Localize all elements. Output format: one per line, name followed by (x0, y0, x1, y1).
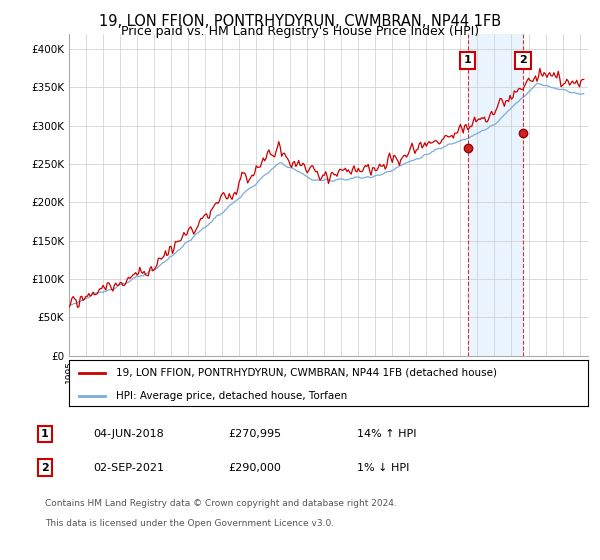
Text: HPI: Average price, detached house, Torfaen: HPI: Average price, detached house, Torf… (116, 391, 347, 401)
Text: 1% ↓ HPI: 1% ↓ HPI (357, 463, 409, 473)
Text: This data is licensed under the Open Government Licence v3.0.: This data is licensed under the Open Gov… (45, 519, 334, 528)
Text: Price paid vs. HM Land Registry's House Price Index (HPI): Price paid vs. HM Land Registry's House … (121, 25, 479, 38)
Bar (467, 34, 523, 356)
Text: 19, LON FFION, PONTRHYDYRUN, CWMBRAN, NP44 1FB: 19, LON FFION, PONTRHYDYRUN, CWMBRAN, NP… (99, 14, 501, 29)
Text: 1: 1 (41, 429, 49, 439)
Text: 2: 2 (41, 463, 49, 473)
Text: 2: 2 (519, 55, 527, 66)
Text: 19, LON FFION, PONTRHYDYRUN, CWMBRAN, NP44 1FB (detached house): 19, LON FFION, PONTRHYDYRUN, CWMBRAN, NP… (116, 368, 497, 378)
Text: Contains HM Land Registry data © Crown copyright and database right 2024.: Contains HM Land Registry data © Crown c… (45, 500, 397, 508)
Text: 1: 1 (464, 55, 472, 66)
Text: £270,995: £270,995 (228, 429, 281, 439)
Text: £290,000: £290,000 (228, 463, 281, 473)
Text: 14% ↑ HPI: 14% ↑ HPI (357, 429, 416, 439)
Text: 04-JUN-2018: 04-JUN-2018 (93, 429, 164, 439)
Text: 02-SEP-2021: 02-SEP-2021 (93, 463, 164, 473)
